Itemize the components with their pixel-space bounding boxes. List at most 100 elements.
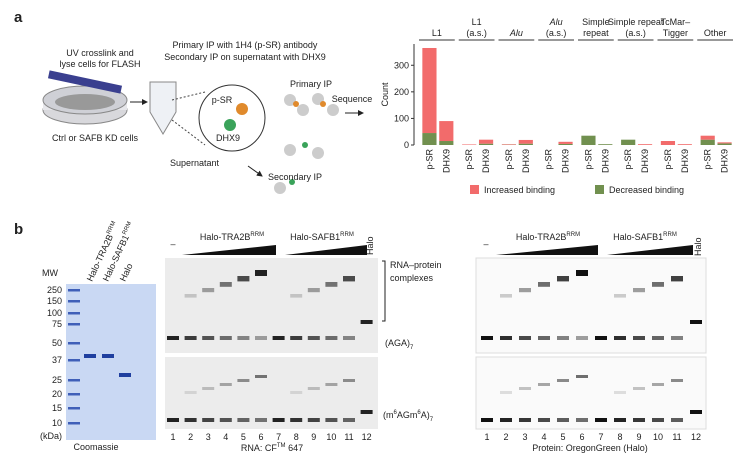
- lane-number: 12: [691, 432, 701, 442]
- free-band: [255, 336, 267, 340]
- complex-band: [219, 383, 232, 386]
- x-tick-label: p-SR: [424, 149, 434, 170]
- lane-header: Halo-TRA2BRRM: [200, 232, 264, 242]
- free-band: [202, 336, 215, 340]
- zoom-label: DHX9: [216, 133, 240, 143]
- ladder-band: [68, 379, 80, 382]
- free-band: [614, 336, 626, 340]
- facet-label: (a.s.): [546, 28, 567, 38]
- facet-label: Other: [704, 28, 727, 38]
- free-band: [237, 418, 250, 422]
- complex-band: [671, 379, 683, 382]
- legend-swatch: [595, 185, 604, 194]
- bar: [717, 143, 732, 145]
- zoom-line: [171, 91, 206, 101]
- complex-band: [614, 391, 626, 394]
- zoom-label: p-SR: [212, 95, 233, 105]
- free-band: [481, 336, 493, 340]
- complex-band: [343, 379, 355, 382]
- free-band: [290, 418, 303, 422]
- free-band: [325, 418, 338, 422]
- bar: [422, 133, 437, 145]
- complex-band: [202, 288, 215, 293]
- bar: [637, 144, 653, 145]
- free-band: [633, 418, 645, 422]
- x-tick-label: DHX9: [561, 149, 571, 173]
- free-band: [237, 336, 250, 340]
- lane-number: 9: [636, 432, 641, 442]
- free-band: [272, 418, 285, 422]
- wedge: [182, 245, 276, 255]
- gel-label: complexes: [390, 273, 434, 283]
- free-band: [307, 418, 320, 422]
- lane-number: 4: [541, 432, 546, 442]
- x-tick-label: DHX9: [640, 149, 650, 173]
- panel-label: b: [14, 221, 23, 238]
- facet-label: (a.s.): [466, 28, 487, 38]
- facet-label: TcMar–: [661, 17, 691, 27]
- x-tick-label: p-SR: [703, 149, 713, 170]
- complex-band: [519, 387, 531, 390]
- zoom-line: [171, 119, 206, 146]
- lane-number: 10: [326, 432, 336, 442]
- ladder-band: [68, 407, 80, 410]
- bar: [677, 144, 692, 145]
- complex-band: [290, 294, 303, 298]
- halo-band: [690, 320, 702, 324]
- lane-number: 6: [258, 432, 263, 442]
- complex-band: [500, 391, 512, 394]
- x-tick-label: p-SR: [623, 149, 633, 170]
- ladder-band: [68, 289, 80, 292]
- complex-band: [576, 375, 588, 378]
- free-band: [671, 418, 683, 422]
- halo-band: [360, 410, 373, 414]
- lane-number: 6: [579, 432, 584, 442]
- free-band: [595, 418, 607, 422]
- bar: [717, 142, 732, 144]
- complex-band: [633, 288, 645, 293]
- gel-caption: RNA: CFTM 647: [241, 443, 303, 453]
- bar: [439, 141, 454, 145]
- cells-text: Ctrl or SAFB KD cells: [52, 133, 139, 143]
- mw-marker: 37: [52, 355, 62, 365]
- free-band: [500, 418, 512, 422]
- free-band: [519, 336, 531, 340]
- lane-header: –: [483, 239, 488, 249]
- step-text: Primary IP: [290, 79, 332, 89]
- gel-label: (m6AGm6A)7: [383, 410, 434, 423]
- free-band: [538, 336, 550, 340]
- mw-marker: 25: [52, 375, 62, 385]
- free-band: [557, 336, 569, 340]
- mw-unit: (kDa): [40, 431, 62, 441]
- complex-band: [325, 282, 338, 287]
- lane-number: 12: [362, 432, 372, 442]
- x-tick-label: DHX9: [441, 149, 451, 173]
- gel-label: (AGA)7: [385, 338, 414, 351]
- gel-caption: Coomassie: [73, 442, 118, 452]
- lane-number: 5: [241, 432, 246, 442]
- mw-label: MW: [42, 268, 58, 278]
- ladder-band: [68, 312, 80, 315]
- free-band: [343, 336, 355, 340]
- lane-header: –: [170, 239, 175, 249]
- protein-icon: [236, 103, 248, 115]
- x-tick-label: p-SR: [583, 149, 593, 170]
- x-tick-label: DHX9: [600, 149, 610, 173]
- complex-band: [290, 391, 303, 394]
- rna-gel-top: [165, 258, 378, 353]
- facet-label: repeat: [583, 28, 609, 38]
- facet-label: Alu: [549, 17, 563, 27]
- ladder-band: [68, 323, 80, 326]
- bar: [518, 139, 533, 144]
- lane-header: Halo: [693, 237, 703, 256]
- protein-gel-top: [475, 257, 707, 354]
- lane-number: 7: [276, 432, 281, 442]
- lane-number: 3: [206, 432, 211, 442]
- mw-marker: 100: [47, 308, 62, 318]
- free-band: [481, 418, 493, 422]
- legend-swatch: [470, 185, 479, 194]
- y-tick-label: 200: [394, 87, 409, 97]
- facet-label: Simple: [582, 17, 610, 27]
- wedge: [607, 245, 693, 255]
- ip-text: Secondary IP on supernatant with DHX9: [164, 52, 325, 62]
